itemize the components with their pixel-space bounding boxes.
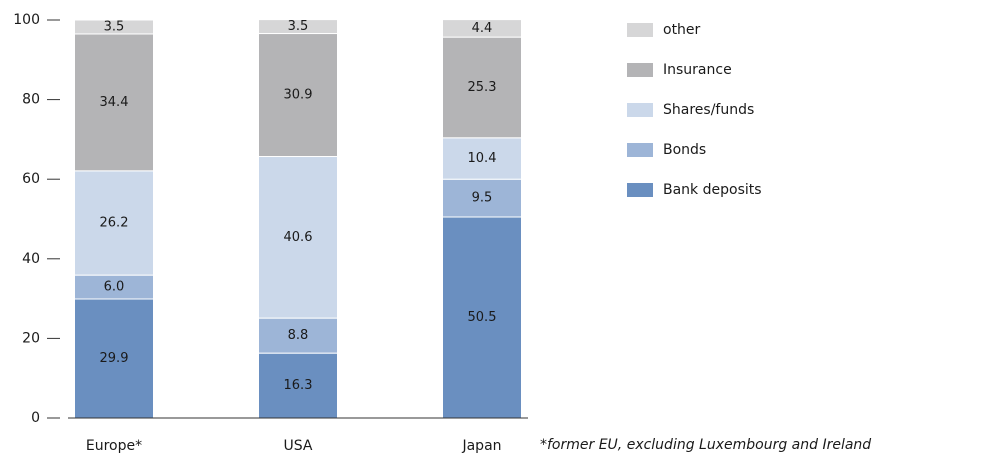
data-label: 26.2 <box>100 215 129 230</box>
x-tick-label: Japan <box>461 438 501 454</box>
data-label: 40.6 <box>284 230 313 245</box>
y-tick-label: 0 <box>31 410 40 426</box>
data-label: 3.5 <box>288 19 309 34</box>
bar-segment <box>442 19 522 38</box>
legend-label: other <box>663 22 701 38</box>
bar-segment <box>258 317 338 354</box>
x-tick-label: Europe* <box>86 438 142 454</box>
bar-segment <box>74 170 154 276</box>
legend-swatch <box>627 143 653 157</box>
y-tick-label: 80 <box>22 92 40 108</box>
legend-swatch <box>627 63 653 77</box>
data-label: 9.5 <box>472 191 493 206</box>
data-label: 29.9 <box>100 351 129 366</box>
legend-swatch <box>627 103 653 117</box>
data-label: 4.4 <box>472 21 493 36</box>
y-tick-label: 20 <box>22 330 40 346</box>
legend-label: Insurance <box>663 62 732 78</box>
bar-segment <box>442 36 522 139</box>
bar-segment <box>442 137 522 180</box>
bar-segment <box>258 33 338 158</box>
data-label: 10.4 <box>468 151 497 166</box>
bar-segment <box>74 33 154 172</box>
bar-segment <box>258 19 338 35</box>
data-label: 30.9 <box>284 88 313 103</box>
legend-label: Bank deposits <box>663 182 762 198</box>
bar-segment <box>74 19 154 35</box>
y-tick-label: 40 <box>22 251 40 267</box>
legend-swatch <box>627 23 653 37</box>
data-label: 8.8 <box>288 328 309 343</box>
data-label: 6.0 <box>104 280 125 295</box>
bar-segment <box>442 216 522 419</box>
legend-swatch <box>627 183 653 197</box>
footnote: *former EU, excluding Luxembourg and Ire… <box>540 437 871 453</box>
data-label: 34.4 <box>100 95 129 110</box>
legend-label: Shares/funds <box>663 102 754 118</box>
bar-segment <box>442 178 522 218</box>
y-tick-label: 100 <box>13 12 40 28</box>
legend-label: Bonds <box>663 142 706 158</box>
y-tick-label: 60 <box>22 171 40 187</box>
data-label: 25.3 <box>468 80 497 95</box>
bar-segment <box>258 156 338 319</box>
data-label: 50.5 <box>468 310 497 325</box>
data-label: 3.5 <box>104 19 125 34</box>
x-tick-label: USA <box>284 438 313 454</box>
data-label: 16.3 <box>284 378 313 393</box>
